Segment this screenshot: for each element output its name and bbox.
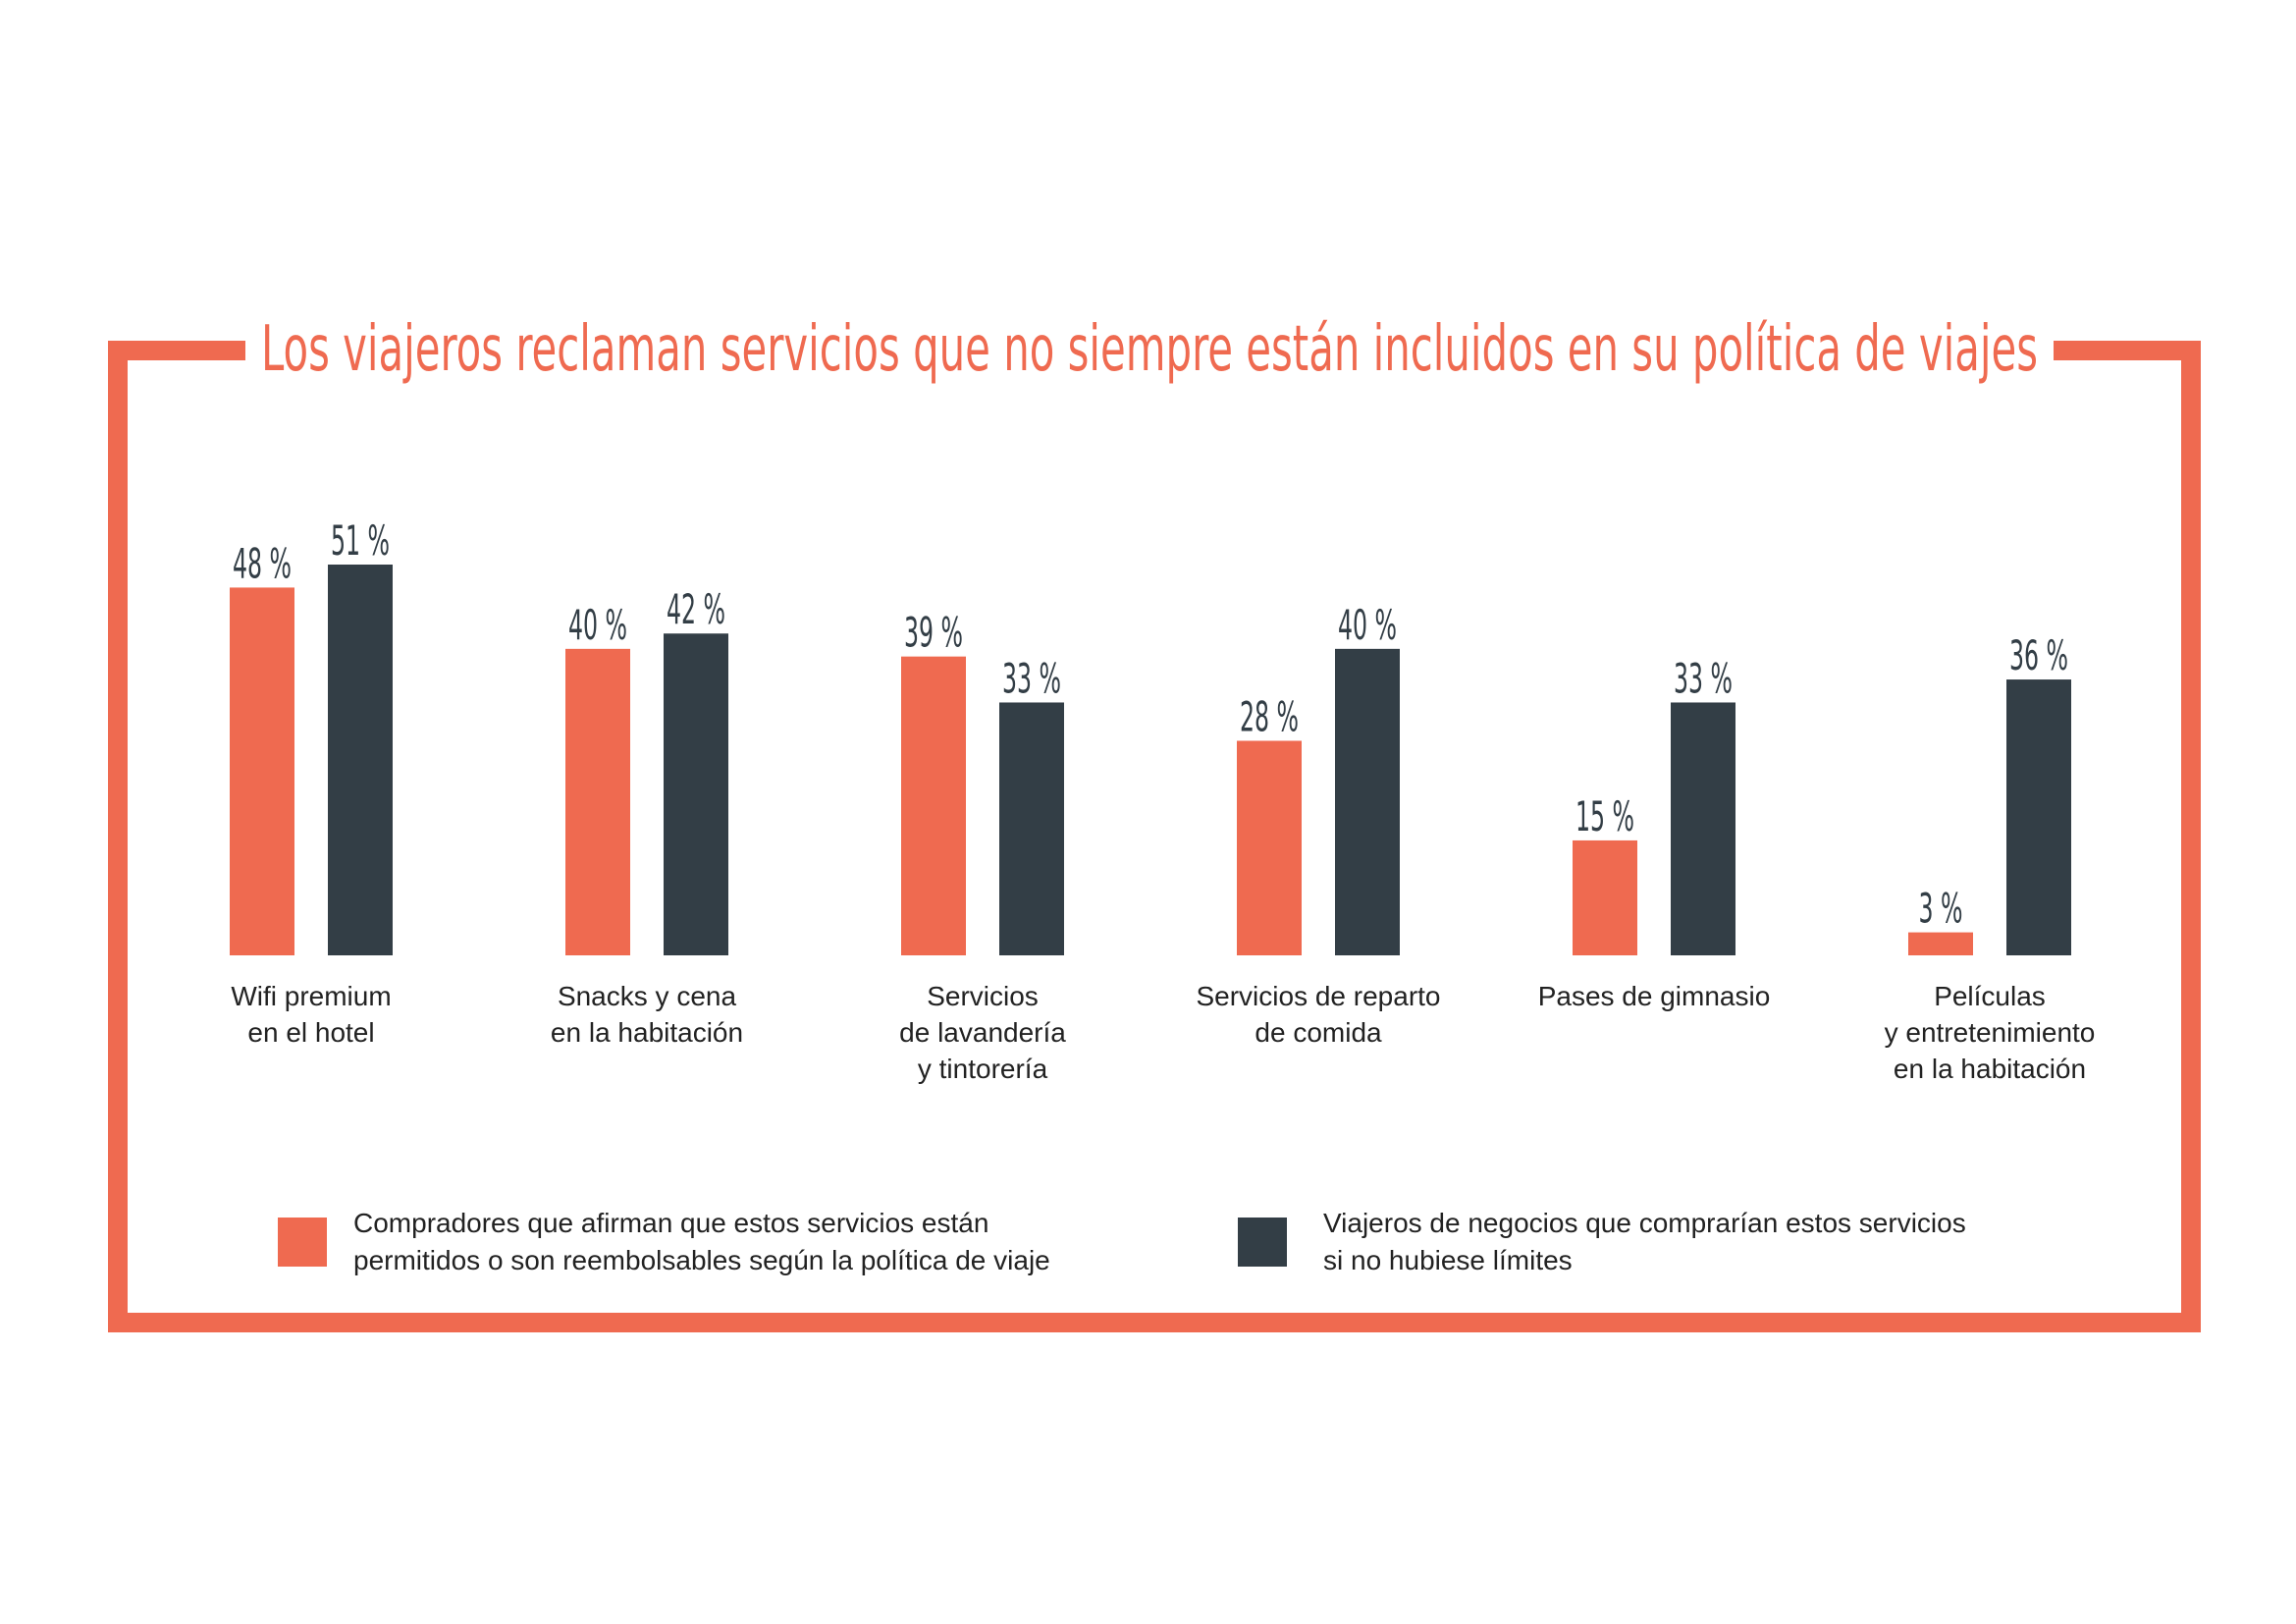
bar-peliculas-y-entretenimiento-series-1 (1908, 932, 1973, 955)
bars-layer (230, 565, 2071, 955)
legend-label-viajeros-line2: si no hubiese límites (1323, 1245, 1573, 1275)
frame-top-right (2054, 341, 2201, 360)
chart-title: Los viajeros reclaman servicios que no s… (261, 313, 2038, 386)
bar-peliculas-y-entretenimiento-series-2 (2006, 679, 2071, 955)
category-label-pases-de-gimnasio-line-1: Pases de gimnasio (1538, 981, 1771, 1011)
value-label-snacks-y-cena-series-2: 42 % (667, 585, 725, 633)
bar-snacks-y-cena-series-1 (565, 648, 630, 955)
value-label-servicios-de-reparto-series-1: 28 % (1240, 692, 1299, 740)
bar-servicios-de-lavanderia-series-1 (901, 656, 966, 955)
category-label-wifi-premium-en-line-2: en el hotel (247, 1017, 374, 1048)
bar-wifi-premium-en-series-2 (328, 565, 393, 955)
value-label-peliculas-y-entretenimiento-series-2: 36 % (2009, 631, 2068, 679)
category-label-wifi-premium-en-line-1: Wifi premium (231, 981, 391, 1011)
value-label-pases-de-gimnasio-series-1: 15 % (1575, 792, 1634, 840)
legend-label-compradores-line1: Compradores que afirman que estos servic… (353, 1208, 988, 1238)
bar-snacks-y-cena-series-2 (664, 633, 728, 955)
bar-servicios-de-reparto-series-1 (1237, 740, 1302, 955)
value-label-pases-de-gimnasio-series-2: 33 % (1674, 654, 1733, 702)
legend-swatch-compradores (278, 1218, 327, 1267)
value-label-servicios-de-reparto-series-2: 40 % (1338, 601, 1397, 649)
category-labels-layer: Wifi premium en el hotel Snacks y cena en l… (231, 981, 2095, 1084)
bar-wifi-premium-en-series-1 (230, 587, 294, 955)
category-label-servicios-de-reparto-line-2: de comida (1255, 1017, 1382, 1048)
bar-pases-de-gimnasio-series-2 (1671, 702, 1735, 955)
value-label-wifi-premium-en-series-2: 51 % (331, 516, 390, 565)
frame-right (2181, 341, 2201, 1332)
category-label-peliculas-y-entretenimiento-line-3: en la habitación (1894, 1054, 2086, 1084)
legend-label-compradores-line2: permitidos o son reembolsables según la … (353, 1245, 1050, 1275)
category-label-snacks-y-cena-line-2: en la habitación (551, 1017, 743, 1048)
category-label-servicios-de-lavanderia-line-3: y tintorería (918, 1054, 1048, 1084)
category-label-peliculas-y-entretenimiento-line-1: Películas (1934, 981, 2046, 1011)
category-label-servicios-de-lavanderia-line-1: Servicios (927, 981, 1039, 1011)
chart-frame (108, 341, 2201, 1332)
frame-left (108, 341, 128, 1332)
bar-servicios-de-reparto-series-2 (1335, 648, 1400, 955)
category-label-peliculas-y-entretenimiento-line-2: y entretenimiento (1885, 1017, 2096, 1048)
legend-label-viajeros-line1: Viajeros de negocios que comprarían esto… (1323, 1208, 1966, 1238)
value-label-peliculas-y-entretenimiento-series-1: 3 % (1919, 885, 1963, 933)
value-label-servicios-de-lavanderia-series-1: 39 % (904, 609, 963, 657)
value-label-servicios-de-lavanderia-series-2: 33 % (1002, 654, 1061, 702)
legend-swatch-viajeros (1238, 1218, 1287, 1267)
category-label-servicios-de-lavanderia-line-2: de lavandería (899, 1017, 1066, 1048)
value-label-snacks-y-cena-series-1: 40 % (568, 601, 627, 649)
category-label-snacks-y-cena-line-1: Snacks y cena (558, 981, 737, 1011)
value-labels-layer: 48 % 51 % 40 % 42 % 39 % 33 % 28 % 40 % 15 % 33 %… (233, 516, 2068, 933)
frame-bottom (108, 1313, 2201, 1332)
value-label-wifi-premium-en-series-1: 48 % (233, 539, 292, 587)
frame-top-left (108, 341, 245, 360)
category-label-servicios-de-reparto-line-1: Servicios de reparto (1196, 981, 1440, 1011)
bar-pases-de-gimnasio-series-1 (1573, 839, 1637, 955)
legend: Compradores que afirman que estos servic… (278, 1208, 1966, 1275)
bar-servicios-de-lavanderia-series-2 (999, 702, 1064, 955)
